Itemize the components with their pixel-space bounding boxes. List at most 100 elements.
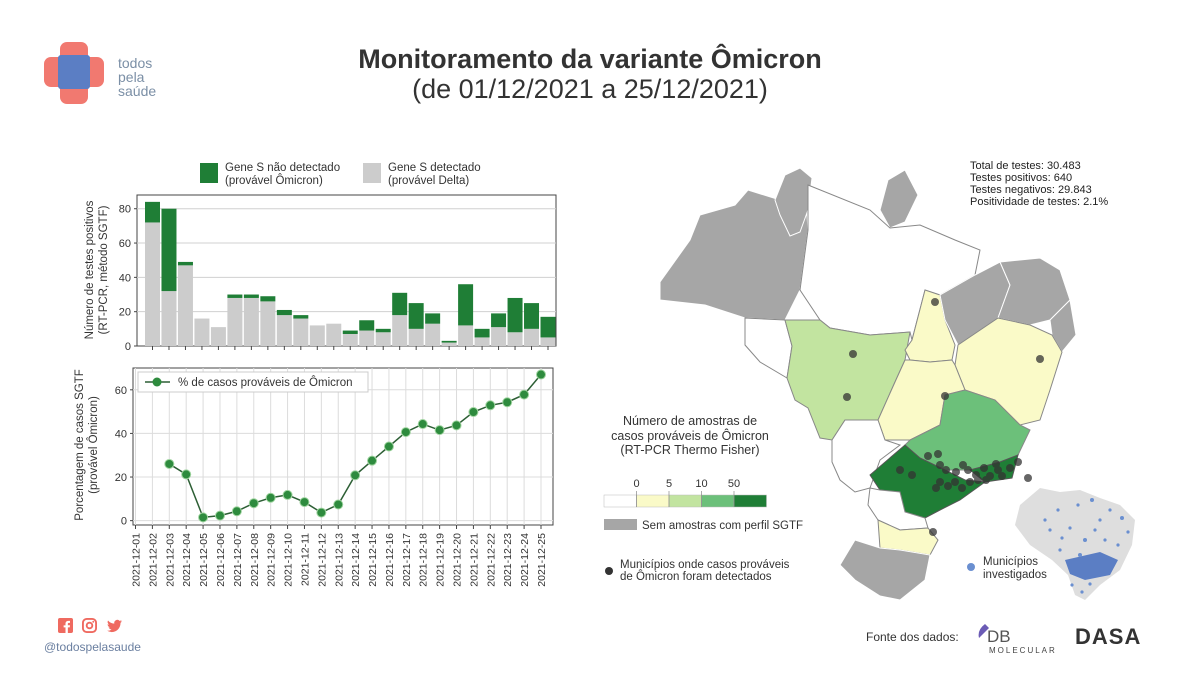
data-point	[164, 458, 175, 469]
bar-delta	[441, 342, 457, 346]
page-title: Monitoramento da variante Ômicron (de 01…	[0, 44, 1180, 104]
bar-delta	[177, 265, 193, 346]
y-tick-label: 80	[119, 204, 131, 216]
data-point	[181, 469, 192, 480]
bar-omicron	[293, 315, 309, 319]
y-tick-label: 0	[121, 516, 127, 528]
instagram-icon[interactable]	[82, 618, 98, 633]
bar-omicron	[441, 340, 457, 343]
scale-swatch	[603, 494, 637, 508]
data-point	[451, 420, 462, 431]
twitter-icon[interactable]	[106, 618, 122, 633]
data-point	[231, 506, 242, 517]
x-tick-label: 2021-12-07	[232, 533, 244, 587]
state-rio-grande-do-sul	[839, 539, 931, 601]
cross-logo-icon	[44, 42, 104, 104]
legend-delta-swatch	[363, 163, 381, 183]
svg-text:% de casos prováveis de Ômicro: % de casos prováveis de Ômicron	[178, 376, 353, 389]
bar-omicron	[161, 208, 177, 292]
bar-delta	[507, 332, 523, 346]
legend-omicron-swatch	[200, 163, 218, 183]
bar-delta	[425, 323, 441, 346]
investigated-label-line1: Municípios	[983, 556, 1038, 568]
map-legend: Número de amostras de casos prováveis de…	[603, 414, 1047, 583]
x-tick-label: 2021-12-03	[164, 533, 176, 587]
stacked-bar-chart: 0 20 40 60 80 Número de testes positivos (RT-P…	[84, 162, 557, 353]
charts-panel: 0 20 40 60 80 Número de testes positivos (RT-P…	[74, 162, 557, 587]
bar-omicron	[425, 313, 441, 324]
state-rondonia	[744, 317, 793, 379]
bar-delta	[260, 301, 276, 346]
bar-omicron	[392, 292, 408, 316]
stat-positivity: Positividade de testes: 2.1%	[970, 196, 1109, 208]
x-tick-label: 2021-12-10	[283, 533, 295, 587]
dasa-logo: DASA	[1075, 624, 1142, 649]
svg-text:(provável Delta): (provável Delta)	[388, 175, 469, 187]
detected-dot-legend-icon	[605, 567, 613, 575]
bar-omicron	[491, 313, 507, 328]
line-y-axis-label: Porcentagem de casos SGTF (provável Ômicr…	[74, 369, 100, 520]
bar-omicron	[145, 201, 160, 223]
data-point	[367, 455, 378, 466]
svg-text:DB: DB	[987, 627, 1011, 646]
x-tick-label: 2021-12-16	[384, 533, 396, 587]
bar-delta	[276, 315, 292, 346]
no-samples-label: Sem amostras com perfil SGTF	[642, 520, 803, 532]
social-handle[interactable]: @todospelasaude	[44, 640, 141, 654]
bar-delta	[326, 323, 342, 346]
bar-omicron	[408, 303, 424, 329]
logo-word-todos: todos	[118, 55, 153, 71]
data-point	[265, 492, 276, 503]
x-tick-label: 2021-12-13	[333, 533, 345, 587]
data-point	[519, 389, 530, 400]
facebook-icon[interactable]	[58, 618, 73, 633]
bar-delta	[375, 332, 391, 346]
logo-text: todos pela saúde	[118, 56, 156, 98]
bar-delta	[392, 315, 408, 346]
bar-omicron	[375, 328, 391, 333]
logo-word-pela: pela	[118, 69, 145, 85]
data-point	[536, 369, 546, 380]
inset-map-investigated	[1015, 488, 1135, 600]
x-tick-label: 2021-12-02	[147, 533, 159, 587]
x-tick-label: 2021-12-01	[131, 533, 143, 587]
bar-omicron	[540, 316, 556, 338]
legend-title-line3: (RT-PCR Thermo Fisher)	[620, 443, 759, 457]
x-tick-label: 2021-12-25	[536, 533, 548, 587]
bar-delta	[359, 330, 375, 346]
y-tick-label: 20	[119, 307, 131, 319]
x-tick-label: 2021-12-23	[502, 533, 514, 587]
bar-omicron	[474, 328, 490, 338]
data-point	[434, 425, 445, 436]
bar-delta	[474, 337, 490, 346]
color-scale: 0 5 10 50	[603, 478, 767, 508]
bar-omicron	[507, 297, 523, 333]
bar-omicron	[276, 309, 292, 316]
title-main: Monitoramento da variante Ômicron	[358, 44, 822, 74]
x-tick-label: 2021-12-15	[367, 533, 379, 587]
x-tick-label: 2021-12-19	[435, 533, 447, 587]
scale-swatch	[733, 494, 767, 508]
state-amapa	[879, 169, 919, 229]
title-date-range: (de 01/12/2021 a 25/12/2021)	[412, 74, 768, 104]
investigated-dot-legend-icon	[967, 563, 975, 571]
bar-omicron	[177, 261, 193, 266]
y-tick-label: 20	[115, 472, 127, 484]
bar-omicron	[227, 294, 243, 298]
x-tick-label: 2021-12-24	[519, 533, 531, 587]
x-tick-label: 2021-12-17	[401, 533, 413, 587]
stat-positive-tests: Testes positivos: 640	[970, 172, 1073, 184]
bar-delta	[342, 333, 358, 346]
investigated-label-line2: investigados	[983, 569, 1047, 581]
y-tick-label: 60	[119, 238, 131, 250]
bar-omicron	[260, 296, 276, 302]
db-molecular-icon: DB MOLECULAR	[978, 624, 1055, 655]
bar-omicron	[342, 330, 358, 334]
data-point	[333, 499, 344, 510]
svg-text:Gene S não detectado: Gene S não detectado	[225, 162, 340, 174]
bar-omicron	[458, 284, 474, 326]
y-tick-label: 40	[119, 272, 131, 284]
bar-delta	[540, 337, 556, 346]
detected-label-line2: de Ômicron foram detectados	[620, 570, 772, 583]
data-point	[502, 397, 513, 408]
